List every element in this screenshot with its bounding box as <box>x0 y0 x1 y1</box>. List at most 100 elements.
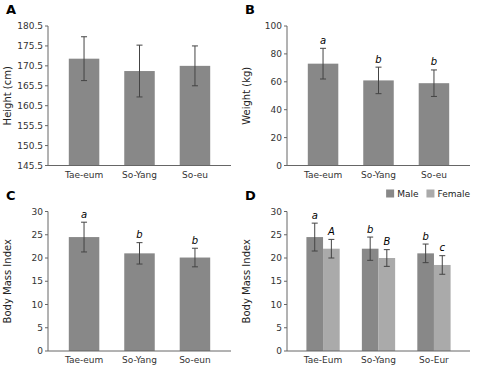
y-tick <box>284 53 287 54</box>
significance-label: c <box>440 242 446 253</box>
error-cap <box>192 266 198 267</box>
x-tick-label: So-Yang <box>361 170 396 180</box>
error-cap <box>367 237 373 238</box>
error-cap <box>367 260 373 261</box>
y-tick <box>284 81 287 82</box>
y-tick-label: 15 <box>271 276 282 286</box>
panel-label: C <box>6 188 16 203</box>
y-tick <box>45 211 48 212</box>
y-tick-label: 80 <box>271 49 283 59</box>
y-tick <box>45 45 48 46</box>
bar <box>306 237 323 351</box>
annotations: abbABc <box>312 210 446 254</box>
y-tick-label: 20 <box>32 253 44 263</box>
significance-label: a <box>320 35 326 46</box>
y-axis <box>287 26 288 166</box>
x-axis <box>48 351 231 352</box>
panel: 145.5150.5155.5160.5165.5170.5175.5180.5… <box>2 2 231 371</box>
y-tick-label: 170.5 <box>17 61 43 71</box>
error-line <box>314 223 315 251</box>
error-bar <box>376 67 382 94</box>
error-bar <box>423 244 429 263</box>
error-cap <box>439 255 445 256</box>
significance-label: b <box>192 235 198 246</box>
error-cap <box>137 45 143 46</box>
y-tick <box>45 327 48 328</box>
y-tick <box>284 258 287 259</box>
error-line <box>323 48 324 79</box>
error-bar <box>431 70 437 97</box>
y-tick-label: 145.5 <box>17 161 43 171</box>
error-bar <box>312 223 318 251</box>
error-cap <box>328 239 334 240</box>
y-tick <box>284 211 287 212</box>
error-cap <box>137 96 143 97</box>
error-cap <box>384 266 390 267</box>
plot-area <box>69 222 210 351</box>
significance-label: b <box>136 229 142 240</box>
legend-label: Female <box>437 189 470 199</box>
error-line <box>378 67 379 94</box>
panel-label: D <box>245 188 256 203</box>
y-tick <box>45 65 48 66</box>
y-tick <box>284 304 287 305</box>
y-tick-label: 5 <box>37 323 43 333</box>
y-tick <box>45 145 48 146</box>
y-tick-label: 10 <box>271 300 283 310</box>
x-tick-label: So-eun <box>179 355 211 365</box>
y-tick <box>284 137 287 138</box>
y-tick <box>45 85 48 86</box>
error-line <box>194 46 195 86</box>
plot-area <box>306 223 450 351</box>
y-tick <box>45 258 48 259</box>
error-line <box>139 45 140 97</box>
error-line <box>370 237 371 260</box>
y-tick <box>284 327 287 328</box>
error-cap <box>312 223 318 224</box>
y-tick-label: 160.5 <box>17 101 43 111</box>
error-bar <box>192 46 198 86</box>
y-tick-label: 30 <box>271 207 283 217</box>
y-tick-label: 100 <box>265 21 282 31</box>
error-line <box>386 250 387 267</box>
error-line <box>331 239 332 258</box>
x-axis <box>287 351 470 352</box>
annotations: abb <box>81 209 198 246</box>
bar <box>379 258 396 351</box>
panel: abb020406080100Tae-eumSo-YangSo-euWeight… <box>241 2 470 180</box>
y-tick-label: 40 <box>271 105 283 115</box>
x-tick-label: Tae-eum <box>64 355 103 365</box>
significance-label: B <box>383 236 390 247</box>
x-axis <box>48 165 231 166</box>
y-tick <box>45 234 48 235</box>
legend-label: Male <box>397 189 419 199</box>
error-bar <box>439 256 445 275</box>
significance-label: b <box>431 56 437 67</box>
x-tick-label: Tae-eum <box>303 170 342 180</box>
error-cap <box>81 80 87 81</box>
y-tick-label: 15 <box>32 276 43 286</box>
error-bar <box>367 237 373 260</box>
error-bar <box>81 222 87 252</box>
bar <box>308 64 339 166</box>
error-line <box>84 37 85 81</box>
panel-label: B <box>245 2 255 17</box>
error-cap <box>192 85 198 86</box>
error-line <box>425 244 426 263</box>
significance-label: a <box>312 210 318 221</box>
error-cap <box>320 79 326 80</box>
x-tick-label: So-Yang <box>122 355 157 365</box>
figure: 145.5150.5155.5160.5165.5170.5175.5180.5… <box>0 0 478 371</box>
y-tick <box>45 105 48 106</box>
y-tick-label: 150.5 <box>17 141 43 151</box>
y-tick <box>284 234 287 235</box>
error-cap <box>137 242 143 243</box>
y-tick-label: 165.5 <box>17 81 43 91</box>
plot-area <box>69 37 210 166</box>
y-tick-label: 5 <box>276 323 282 333</box>
error-bar <box>384 250 390 267</box>
x-tick-label: Tae-eum <box>64 170 103 180</box>
significance-label: b <box>375 54 381 65</box>
bar <box>362 249 379 351</box>
y-tick-label: 30 <box>32 207 44 217</box>
